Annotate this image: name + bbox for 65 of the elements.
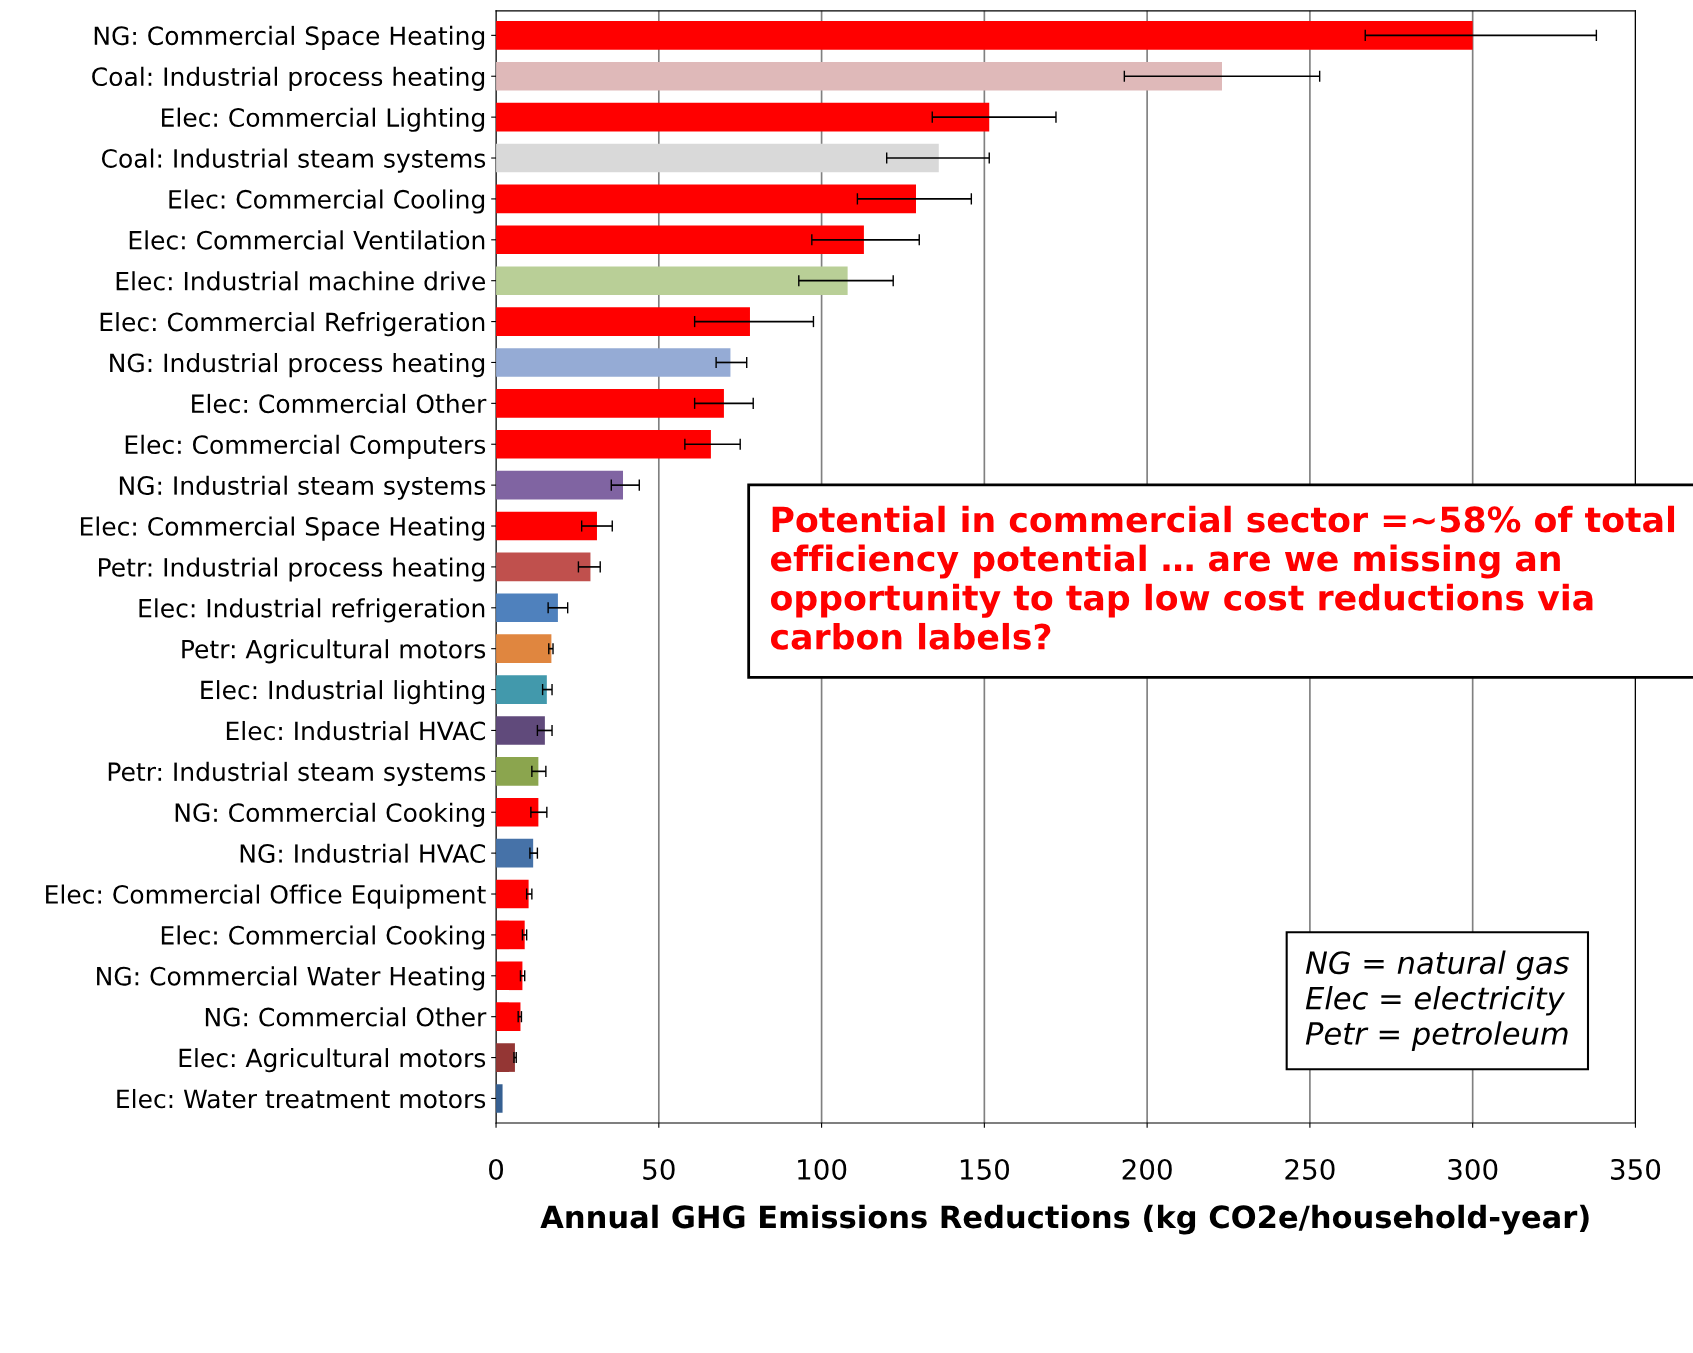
y-tick-label: NG: Commercial Cooking xyxy=(175,802,485,827)
bar xyxy=(496,634,552,663)
x-axis-title: Annual GHG Emissions Reductions (kg CO2e/household-year) xyxy=(540,1204,1589,1235)
y-tick-label: Coal: Industrial process heating xyxy=(92,66,485,91)
y-tick-label: Elec: Commercial Lighting xyxy=(162,107,485,132)
y-tick-label: Petr: Agricultural motors xyxy=(182,639,486,664)
bar xyxy=(496,470,624,500)
y-tick-label: Elec: Commercial Ventilation xyxy=(129,230,485,250)
y-tick-label: NG: Commercial Space Heating xyxy=(94,25,485,51)
bar xyxy=(496,757,539,786)
bar xyxy=(496,1002,521,1031)
y-tick-label: Elec: Industrial machine drive xyxy=(116,271,485,291)
y-tick-label: Elec: Industrial refrigeration xyxy=(139,598,485,623)
bar xyxy=(496,143,939,173)
y-tick-label: NG: Industrial process heating xyxy=(110,352,485,378)
y-tick-label: Elec: Commercial Cooking xyxy=(161,925,485,950)
y-tick-label: Coal: Industrial steam systems xyxy=(101,148,486,173)
x-tick-label: 50 xyxy=(643,1158,675,1180)
bar xyxy=(496,429,711,459)
y-tick-label: Elec: Commercial Computers xyxy=(125,434,486,459)
bar xyxy=(496,797,539,827)
y-tick-label: NG: Commercial Other xyxy=(205,1007,487,1027)
y-tick-label: Elec: Water treatment motors xyxy=(117,1088,486,1109)
y-tick-label: NG: Industrial steam systems xyxy=(119,475,486,500)
x-tick-label: 200 xyxy=(1122,1158,1172,1180)
bar xyxy=(496,389,724,418)
bar xyxy=(496,879,529,909)
bar xyxy=(496,593,558,623)
bar xyxy=(496,102,990,132)
y-tick-label: Elec: Commercial Refrigeration xyxy=(100,312,485,337)
y-tick-label: NG: Commercial Water Heating xyxy=(97,966,485,991)
bar xyxy=(496,184,916,214)
bar xyxy=(496,675,547,704)
bar xyxy=(496,307,750,336)
y-tick-label: Elec: Commercial Space Heating xyxy=(80,516,485,541)
x-tick-label: 0 xyxy=(489,1158,504,1180)
y-tick-label: Elec: Agricultural motors xyxy=(179,1048,486,1073)
y-tick-label: Petr: Industrial steam systems xyxy=(108,761,486,787)
y-tick-label: Petr: Industrial process heating xyxy=(99,557,485,582)
bar xyxy=(496,266,848,295)
bar xyxy=(496,552,591,582)
bar xyxy=(496,716,545,745)
bar xyxy=(496,21,1473,50)
x-tick-label: 250 xyxy=(1285,1158,1335,1180)
y-tick-label: Elec: Commercial Other xyxy=(192,393,487,414)
bar xyxy=(496,225,864,255)
y-tick-label: Elec: Commercial Cooling xyxy=(169,189,485,214)
bar xyxy=(496,348,731,377)
bar xyxy=(496,920,525,950)
bar xyxy=(496,1043,515,1072)
x-tick-label: 150 xyxy=(960,1158,1010,1180)
bar xyxy=(496,838,534,868)
bar xyxy=(496,961,523,991)
x-tick-label: 100 xyxy=(798,1158,847,1180)
y-tick-label: Elec: Commercial Office Equipment xyxy=(46,884,486,909)
bar xyxy=(496,511,597,541)
bar xyxy=(496,61,1222,91)
bar xyxy=(496,1084,503,1113)
y-tick-label: Elec: Industrial lighting xyxy=(201,680,485,705)
annotation: Potential in commercial sector =~58% of total efficiency potential … are we missing an opportunity to tap low cost reductions via carbon labels? xyxy=(770,505,1675,650)
x-tick-label: 350 xyxy=(1611,1158,1661,1180)
y-tick-label: Elec: Industrial HVAC xyxy=(226,720,485,741)
y-tick-label: NG: Industrial HVAC xyxy=(240,843,485,863)
annotation: NG = natural gas Elec = electricity Petr = petroleum xyxy=(1305,950,1569,1051)
x-tick-label: 300 xyxy=(1448,1158,1498,1180)
